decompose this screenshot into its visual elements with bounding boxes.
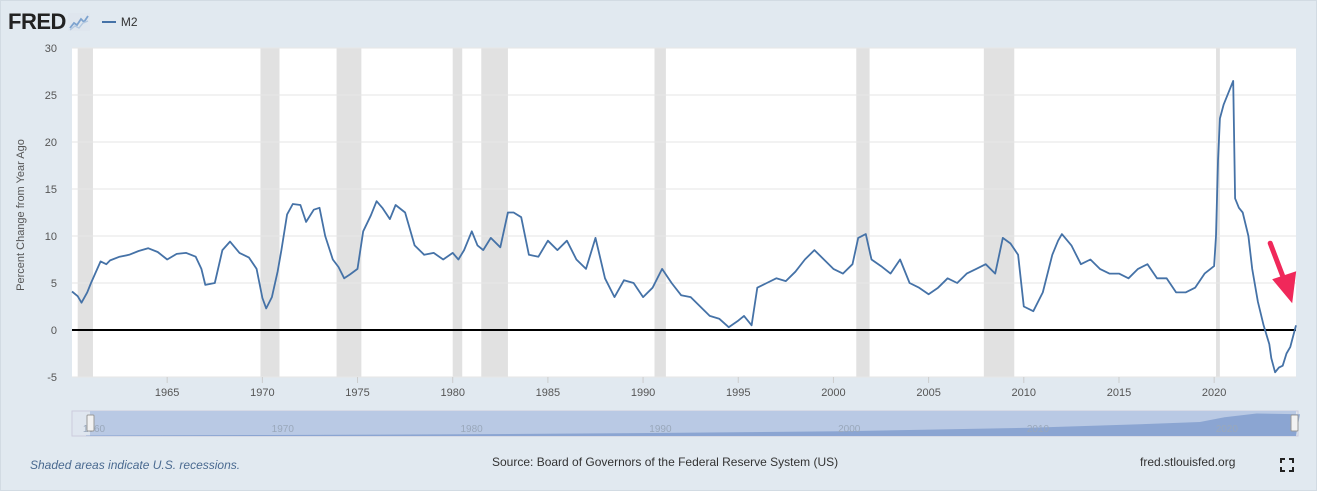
x-axis: 1965 1970 1975 1980 1985 1990 1995 2000 2005 2010… bbox=[155, 377, 1226, 399]
arrow-annotation bbox=[1267, 240, 1297, 304]
recession-band bbox=[481, 48, 508, 377]
recession-band bbox=[336, 48, 362, 377]
y-tick-label: 20 bbox=[45, 137, 57, 149]
fred-url-link[interactable]: fred.stlouisfed.org bbox=[1140, 455, 1236, 469]
x-tick-label: 2000 bbox=[821, 387, 845, 399]
recession-band bbox=[983, 48, 1015, 377]
y-tick-label: 15 bbox=[45, 184, 57, 196]
navigator-tick-label: 2020 bbox=[1216, 424, 1239, 435]
navigator-area bbox=[86, 413, 1300, 436]
x-tick-label: 1970 bbox=[250, 387, 274, 399]
x-tick-label: 1995 bbox=[726, 387, 750, 399]
recession-band bbox=[452, 48, 463, 377]
y-axis: 30 25 20 15 10 5 0 -5 bbox=[45, 43, 57, 384]
recession-band bbox=[856, 48, 870, 377]
recession-band bbox=[77, 48, 93, 377]
x-tick-label: 1965 bbox=[155, 387, 179, 399]
navigator-tick-label: 1990 bbox=[649, 424, 672, 435]
x-tick-label: 2010 bbox=[1012, 387, 1036, 399]
header: FRED M2 bbox=[8, 8, 138, 36]
recession-band bbox=[260, 48, 280, 377]
plot-area bbox=[72, 48, 1296, 377]
range-navigator[interactable]: 1960197019801990200020102020 bbox=[71, 410, 1300, 437]
recession-band bbox=[1216, 48, 1220, 377]
legend-label: M2 bbox=[120, 15, 138, 29]
series-line-m2 bbox=[71, 80, 1297, 374]
x-tick-label: 1985 bbox=[536, 387, 560, 399]
x-tick-label: 2005 bbox=[916, 387, 940, 399]
navigator-tick-label: 1970 bbox=[272, 424, 295, 435]
logo-graph-icon bbox=[67, 13, 90, 31]
y-axis-label: Percent Change from Year Ago bbox=[15, 139, 27, 291]
grid-lines bbox=[72, 47, 1296, 378]
y-tick-label: 10 bbox=[45, 231, 57, 243]
recession-band bbox=[654, 48, 666, 377]
y-tick-label: 0 bbox=[51, 325, 57, 337]
navigator-tick-label: 2000 bbox=[838, 424, 861, 435]
legend-line-icon bbox=[101, 21, 116, 23]
navigator-right-handle[interactable] bbox=[1290, 414, 1299, 432]
x-tick-label: 2015 bbox=[1107, 387, 1131, 399]
arrow-head-icon bbox=[1272, 271, 1297, 304]
navigator-left-handle[interactable] bbox=[86, 414, 95, 432]
fred-logo[interactable]: FRED bbox=[8, 9, 66, 34]
source-text: Source: Board of Governors of the Federa… bbox=[492, 455, 839, 469]
series-m2 bbox=[71, 80, 1297, 374]
recession-bands bbox=[77, 48, 1220, 377]
fullscreen-icon[interactable] bbox=[1280, 458, 1294, 472]
navigator-tick-label: 2010 bbox=[1027, 424, 1050, 435]
y-tick-label: 25 bbox=[45, 90, 57, 102]
x-tick-label: 2020 bbox=[1202, 387, 1226, 399]
plot-background bbox=[72, 48, 1296, 377]
x-tick-label: 1975 bbox=[345, 387, 369, 399]
navigator-tick-label: 1980 bbox=[460, 424, 483, 435]
recession-note: Shaded areas indicate U.S. recessions. bbox=[30, 458, 241, 472]
y-tick-label: -5 bbox=[47, 372, 57, 384]
y-tick-label: 5 bbox=[51, 278, 57, 290]
x-tick-label: 1980 bbox=[440, 387, 464, 399]
x-tick-label: 1990 bbox=[631, 387, 655, 399]
y-tick-label: 30 bbox=[45, 43, 57, 55]
legend[interactable]: M2 bbox=[101, 15, 138, 29]
